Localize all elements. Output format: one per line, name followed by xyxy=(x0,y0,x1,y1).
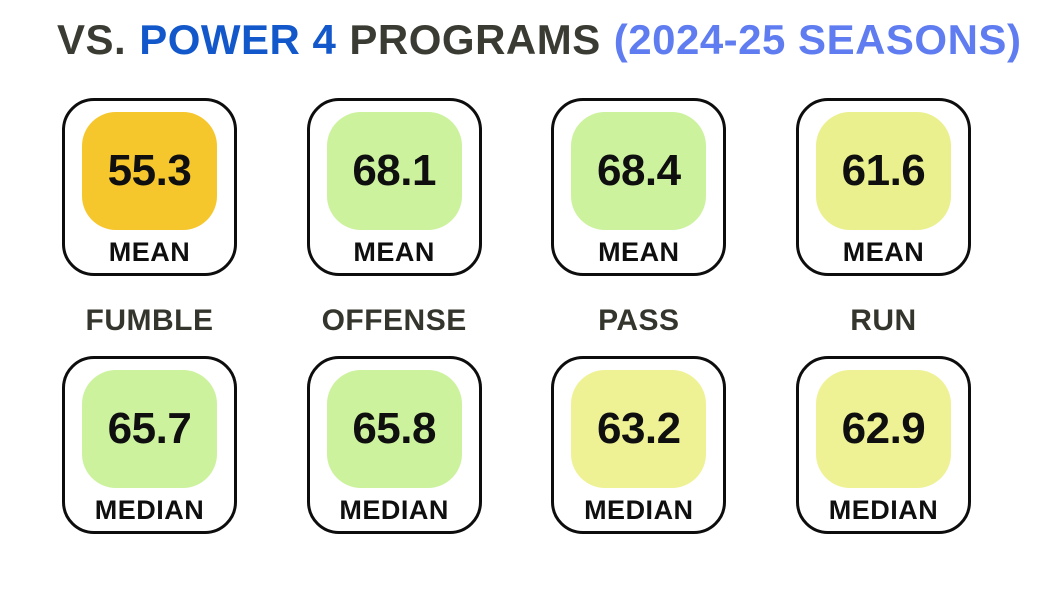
mean-label: MEAN xyxy=(842,237,925,267)
mean-value: 55.3 xyxy=(107,146,192,195)
median-card: 62.9 MEDIAN xyxy=(795,356,971,534)
median-value: 65.7 xyxy=(107,404,192,453)
median-value-tile: 65.7 xyxy=(82,370,217,488)
mean-value: 68.4 xyxy=(596,146,681,195)
page-title: VS. POWER 4 PROGRAMS (2024-25 SEASONS) xyxy=(57,16,1021,64)
mean-card: 68.4 MEAN xyxy=(551,98,727,276)
stat-column-offense: 68.1 MEAN OFFENSE 65.8 MEDIAN xyxy=(306,98,482,534)
stat-column-run: 61.6 MEAN RUN 62.9 MEDIAN xyxy=(795,98,971,534)
category-label: PASS xyxy=(598,304,680,337)
median-value-tile: 65.8 xyxy=(326,370,462,488)
median-card: 65.8 MEDIAN xyxy=(306,356,482,534)
mean-card: 68.1 MEAN xyxy=(306,98,482,276)
title-season: (2024-25 SEASONS) xyxy=(613,16,1022,63)
median-value: 65.8 xyxy=(352,404,436,453)
median-value: 63.2 xyxy=(596,404,681,453)
median-card: 65.7 MEDIAN xyxy=(62,356,237,534)
mean-value: 61.6 xyxy=(841,146,926,195)
category-label: FUMBLE xyxy=(85,304,214,337)
median-value: 62.9 xyxy=(841,404,926,453)
stat-column-pass: 68.4 MEAN PASS 63.2 MEDIAN xyxy=(551,98,727,534)
mean-value: 68.1 xyxy=(352,146,436,195)
stat-grid: 55.3 MEAN FUMBLE 65.7 MEDIAN 68.1 MEAN O… xyxy=(62,98,971,534)
mean-card: 55.3 MEAN xyxy=(62,98,237,276)
median-value-tile: 62.9 xyxy=(815,370,951,488)
mean-value-tile: 55.3 xyxy=(82,112,217,230)
median-label: MEDIAN xyxy=(339,495,449,525)
title-prefix: VS. xyxy=(57,16,127,63)
median-value-tile: 63.2 xyxy=(571,370,707,488)
mean-label: MEAN xyxy=(598,237,680,267)
median-label: MEDIAN xyxy=(94,495,205,525)
title-suffix: PROGRAMS xyxy=(349,16,601,63)
title-highlight: POWER 4 xyxy=(139,16,337,63)
median-label: MEDIAN xyxy=(828,495,939,525)
median-card: 63.2 MEDIAN xyxy=(551,356,727,534)
category-label: RUN xyxy=(850,304,917,337)
stat-column-fumble: 55.3 MEAN FUMBLE 65.7 MEDIAN xyxy=(62,98,237,534)
mean-value-tile: 68.4 xyxy=(571,112,707,230)
mean-value-tile: 68.1 xyxy=(326,112,462,230)
mean-label: MEAN xyxy=(353,237,435,267)
mean-card: 61.6 MEAN xyxy=(795,98,971,276)
median-label: MEDIAN xyxy=(584,495,694,525)
mean-value-tile: 61.6 xyxy=(815,112,951,230)
mean-label: MEAN xyxy=(108,237,191,267)
category-label: OFFENSE xyxy=(321,304,467,337)
